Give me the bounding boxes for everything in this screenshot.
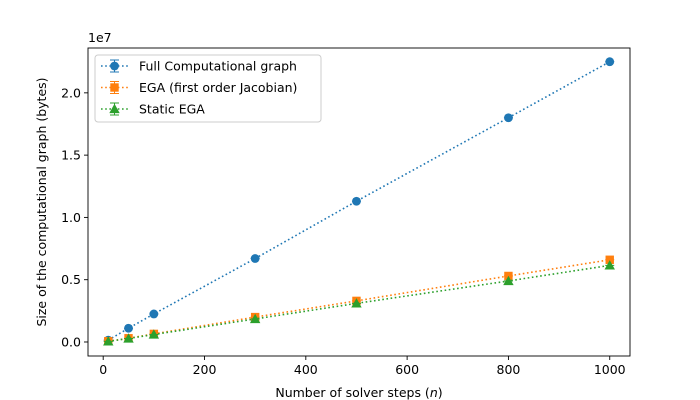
plot-area	[87, 47, 631, 357]
legend-marker	[110, 83, 119, 92]
legend-marker	[110, 61, 119, 71]
legend-entry: Static EGA	[101, 102, 205, 117]
y-tick-label: 0.5	[61, 272, 81, 287]
axes-frame	[87, 47, 631, 357]
legend-label: Full Computational graph	[139, 59, 297, 74]
x-axis-label-variable: n	[430, 385, 438, 400]
data-point	[504, 113, 513, 123]
y-tick-label: 1.5	[61, 148, 81, 163]
x-axis-label-end: )	[438, 385, 443, 400]
data-point	[149, 309, 159, 319]
data-point	[124, 323, 133, 333]
legend-box	[94, 54, 322, 123]
data-point	[123, 333, 134, 343]
y-axis-label: Size of the computational graph (bytes)	[34, 77, 49, 326]
data-point	[148, 329, 160, 339]
x-tick-label: 0	[99, 362, 107, 377]
data-point	[352, 196, 361, 206]
data-point	[249, 313, 261, 324]
y-tick-label: 2.0	[61, 85, 81, 100]
x-axis: 0 200 400 600 800 1000	[99, 356, 626, 377]
data-point	[250, 254, 260, 263]
legend-marker	[109, 103, 120, 114]
x-tick-label: 400	[294, 362, 318, 377]
x-tick-label: 800	[497, 362, 521, 377]
data-point	[605, 57, 615, 67]
data-point	[605, 255, 614, 264]
x-tick-label: 600	[395, 362, 419, 377]
x-axis-label-main: Number of solver steps (	[275, 385, 429, 400]
y-axis-offset-label: 1e7	[88, 30, 112, 45]
legend-entry: EGA (first order Jacobian)	[101, 80, 297, 95]
y-tick-label: 1.0	[61, 210, 81, 225]
data-point	[103, 336, 114, 346]
data-point	[604, 260, 615, 270]
legend-label: EGA (first order Jacobian)	[139, 80, 297, 95]
y-tick-label: 0.0	[61, 334, 81, 349]
legend-entry: Full Computational graph	[101, 59, 297, 74]
legend-label: Static EGA	[139, 102, 205, 117]
y-axis: 0.0 0.5 1.0 1.5 2.0	[61, 85, 88, 349]
x-tick-label: 1000	[594, 362, 626, 377]
x-axis-label: Number of solver steps (n)	[275, 385, 442, 400]
series-3	[103, 260, 615, 346]
data-point	[351, 298, 362, 308]
legend: Full Computational graph EGA (first order…	[94, 54, 322, 123]
data-point	[503, 275, 514, 286]
x-tick-label: 200	[193, 362, 217, 377]
